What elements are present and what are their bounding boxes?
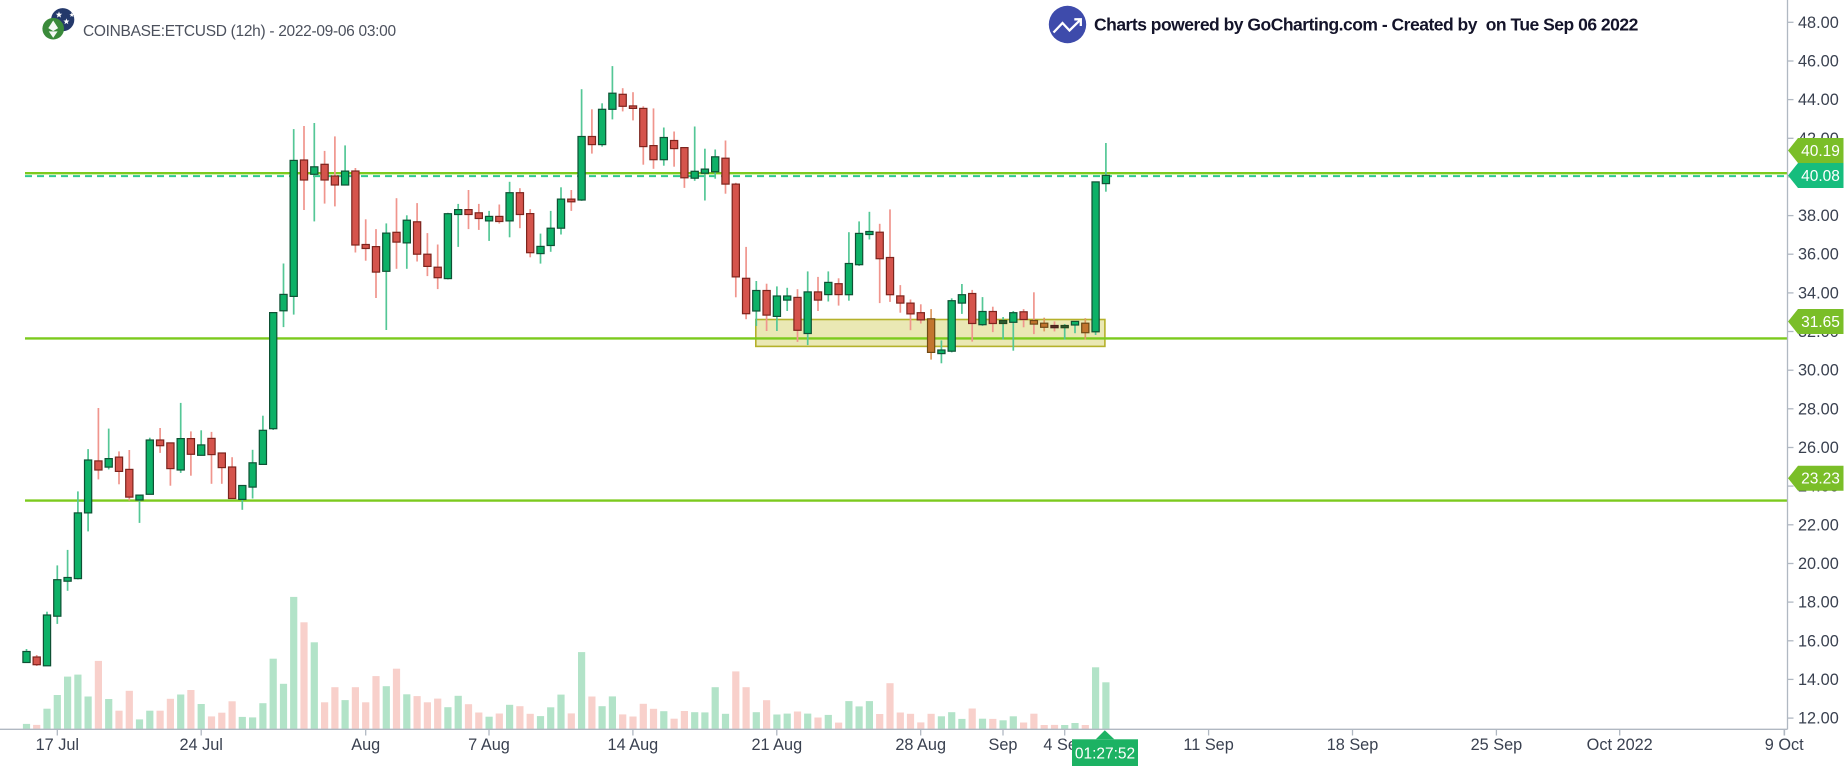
- svg-text:9 Oct: 9 Oct: [1765, 736, 1804, 754]
- svg-text:Charts powered by GoCharting.c: Charts powered by GoCharting.com - Creat…: [1094, 14, 1639, 34]
- svg-text:14 Aug: 14 Aug: [608, 736, 659, 754]
- svg-text:7 Aug: 7 Aug: [468, 736, 510, 754]
- svg-text:14.00: 14.00: [1798, 671, 1839, 689]
- svg-text:Sep: Sep: [989, 736, 1018, 754]
- svg-text:23.23: 23.23: [1801, 471, 1840, 488]
- svg-text:COINBASE:ETCUSD (12h) - 2022-0: COINBASE:ETCUSD (12h) - 2022-09-06 03:00: [83, 23, 396, 40]
- svg-text:31.65: 31.65: [1801, 314, 1840, 331]
- svg-text:01:27:52: 01:27:52: [1075, 746, 1135, 763]
- svg-text:26.00: 26.00: [1798, 439, 1839, 457]
- svg-text:25 Sep: 25 Sep: [1471, 736, 1523, 754]
- svg-text:48.00: 48.00: [1798, 14, 1839, 32]
- svg-text:46.00: 46.00: [1798, 53, 1839, 71]
- svg-text:30.00: 30.00: [1798, 362, 1839, 380]
- svg-text:38.00: 38.00: [1798, 207, 1839, 225]
- svg-text:Oct 2022: Oct 2022: [1587, 736, 1653, 754]
- svg-text:24 Jul: 24 Jul: [179, 736, 222, 754]
- svg-text:22.00: 22.00: [1798, 516, 1839, 534]
- svg-text:20.00: 20.00: [1798, 555, 1839, 573]
- svg-text:11 Sep: 11 Sep: [1183, 736, 1233, 754]
- svg-text:44.00: 44.00: [1798, 91, 1839, 109]
- svg-text:40.19: 40.19: [1801, 143, 1840, 160]
- svg-text:40.08: 40.08: [1801, 168, 1840, 185]
- svg-text:Aug: Aug: [351, 736, 380, 754]
- svg-text:28 Aug: 28 Aug: [895, 736, 946, 754]
- svg-text:36.00: 36.00: [1798, 246, 1839, 264]
- svg-text:17 Jul: 17 Jul: [36, 736, 79, 754]
- svg-text:34.00: 34.00: [1798, 284, 1839, 302]
- svg-text:21 Aug: 21 Aug: [751, 736, 802, 754]
- svg-text:12.00: 12.00: [1798, 710, 1839, 728]
- svg-text:18 Sep: 18 Sep: [1327, 736, 1379, 754]
- svg-text:28.00: 28.00: [1798, 400, 1839, 418]
- svg-text:16.00: 16.00: [1798, 632, 1839, 650]
- svg-text:18.00: 18.00: [1798, 594, 1839, 612]
